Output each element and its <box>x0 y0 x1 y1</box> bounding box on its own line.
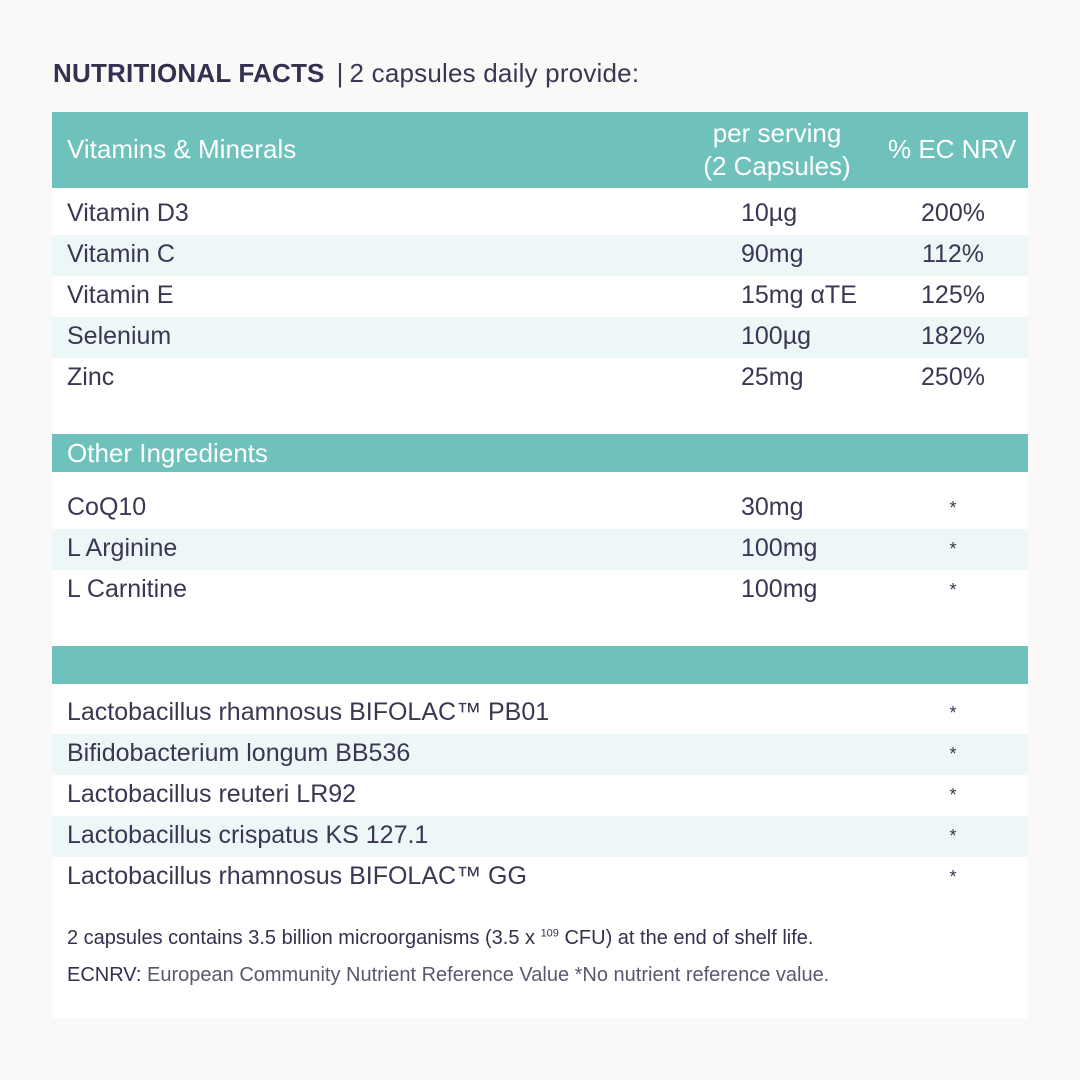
ingredient-amount: 100mg <box>741 534 818 562</box>
nrv-footnote: ECNRV: European Community Nutrient Refer… <box>67 964 829 987</box>
ingredient-nrv: * <box>949 744 957 764</box>
ingredient-name: Lactobacillus crispatus KS 127.1 <box>67 821 429 849</box>
table-row: Lactobacillus rhamnosus BIFOLAC™ GG * <box>52 857 1028 898</box>
serving-header-line2: (2 Capsules) <box>703 151 851 181</box>
ingredient-name: Lactobacillus rhamnosus BIFOLAC™ PB01 <box>67 698 550 726</box>
cfu-text-a: 2 capsules contains 3.5 billion microorg… <box>67 927 541 949</box>
ingredient-nrv: * <box>949 498 957 518</box>
ingredient-amount: 100µg <box>741 322 812 350</box>
table-row: Vitamin C 90mg 112% <box>52 235 1028 276</box>
ingredient-name: Vitamin C <box>67 240 175 268</box>
ingredient-amount: 10µg <box>741 199 798 227</box>
ingredient-name: Bifidobacterium longum BB536 <box>67 739 411 767</box>
ingredient-name: CoQ10 <box>67 493 147 521</box>
table-row: Selenium 100µg 182% <box>52 317 1028 358</box>
ingredient-nrv: * <box>949 867 957 887</box>
ingredient-amount: 25mg <box>741 363 804 391</box>
table-row: Vitamin D3 10µg 200% <box>52 194 1028 235</box>
nrv-footnote-label: ECNRV: <box>67 964 142 986</box>
ingredient-name: Lactobacillus reuteri LR92 <box>67 780 357 808</box>
ingredient-nrv: * <box>949 703 957 723</box>
table-row: Lactobacillus rhamnosus BIFOLAC™ PB01 * <box>52 693 1028 734</box>
cfu-text-b: CFU) at the end of shelf life. <box>558 927 814 949</box>
ingredient-name: Lactobacillus rhamnosus BIFOLAC™ GG <box>67 862 527 890</box>
ingredient-nrv: * <box>949 580 957 600</box>
ingredient-amount: 90mg <box>741 240 804 268</box>
ingredient-amount: 30mg <box>741 493 804 521</box>
title-subtitle: 2 capsules daily provide: <box>349 58 640 88</box>
ingredient-name: Vitamin D3 <box>67 199 189 227</box>
table-row: L Carnitine 100mg * <box>52 570 1028 611</box>
ingredient-nrv: * <box>949 539 957 559</box>
ingredient-nrv: 250% <box>921 363 985 391</box>
nrv-footnote-text: European Community Nutrient Reference Va… <box>141 964 830 986</box>
ingredient-name: L Arginine <box>67 534 178 562</box>
ingredient-name: Vitamin E <box>67 281 174 309</box>
ingredient-nrv: 200% <box>921 199 985 227</box>
serving-header-line1: per serving <box>712 118 842 148</box>
table-row: Lactobacillus reuteri LR92 * <box>52 775 1028 816</box>
vitamins-header-label: Vitamins & Minerals <box>67 134 297 164</box>
table-row: Lactobacillus crispatus KS 127.1 * <box>52 816 1028 857</box>
ingredient-nrv: * <box>949 785 957 805</box>
table-row: Zinc 25mg 250% <box>52 358 1028 399</box>
ingredient-amount: 100mg <box>741 575 818 603</box>
table-row: Vitamin E 15mg αTE 125% <box>52 276 1028 317</box>
cfu-footnote: 2 capsules contains 3.5 billion microorg… <box>67 927 813 950</box>
ingredient-nrv: 125% <box>921 281 985 309</box>
ingredient-nrv: 182% <box>921 322 985 350</box>
ingredient-amount: 15mg αTE <box>741 281 857 309</box>
ingredient-name: L Carnitine <box>67 575 187 603</box>
page-title: NUTRITIONAL FACTS | 2 capsules daily provi… <box>53 58 639 89</box>
table-row: CoQ10 30mg * <box>52 488 1028 529</box>
title-bold: NUTRITIONAL FACTS <box>53 58 325 88</box>
ingredient-name: Zinc <box>67 363 115 391</box>
ingredient-nrv: 112% <box>921 240 985 268</box>
cfu-exponent: 109 <box>540 927 559 940</box>
ingredient-name: Selenium <box>67 322 172 350</box>
nrv-header: % EC NRV <box>888 134 1017 164</box>
title-separator: | <box>336 58 344 88</box>
ingredient-nrv: * <box>949 826 957 846</box>
probiotics-header <box>52 646 1028 684</box>
other-ingredients-header-label: Other Ingredients <box>67 438 268 468</box>
table-row: L Arginine 100mg * <box>52 529 1028 570</box>
nutrition-table: Vitamins & Minerals per serving (2 Capsul… <box>52 112 1028 1018</box>
vitamins-header: Vitamins & Minerals per serving (2 Capsul… <box>52 112 1028 188</box>
serving-header: per serving (2 Capsules) <box>692 117 862 183</box>
table-row: Bifidobacterium longum BB536 * <box>52 734 1028 775</box>
other-ingredients-header: Other Ingredients <box>52 434 1028 472</box>
